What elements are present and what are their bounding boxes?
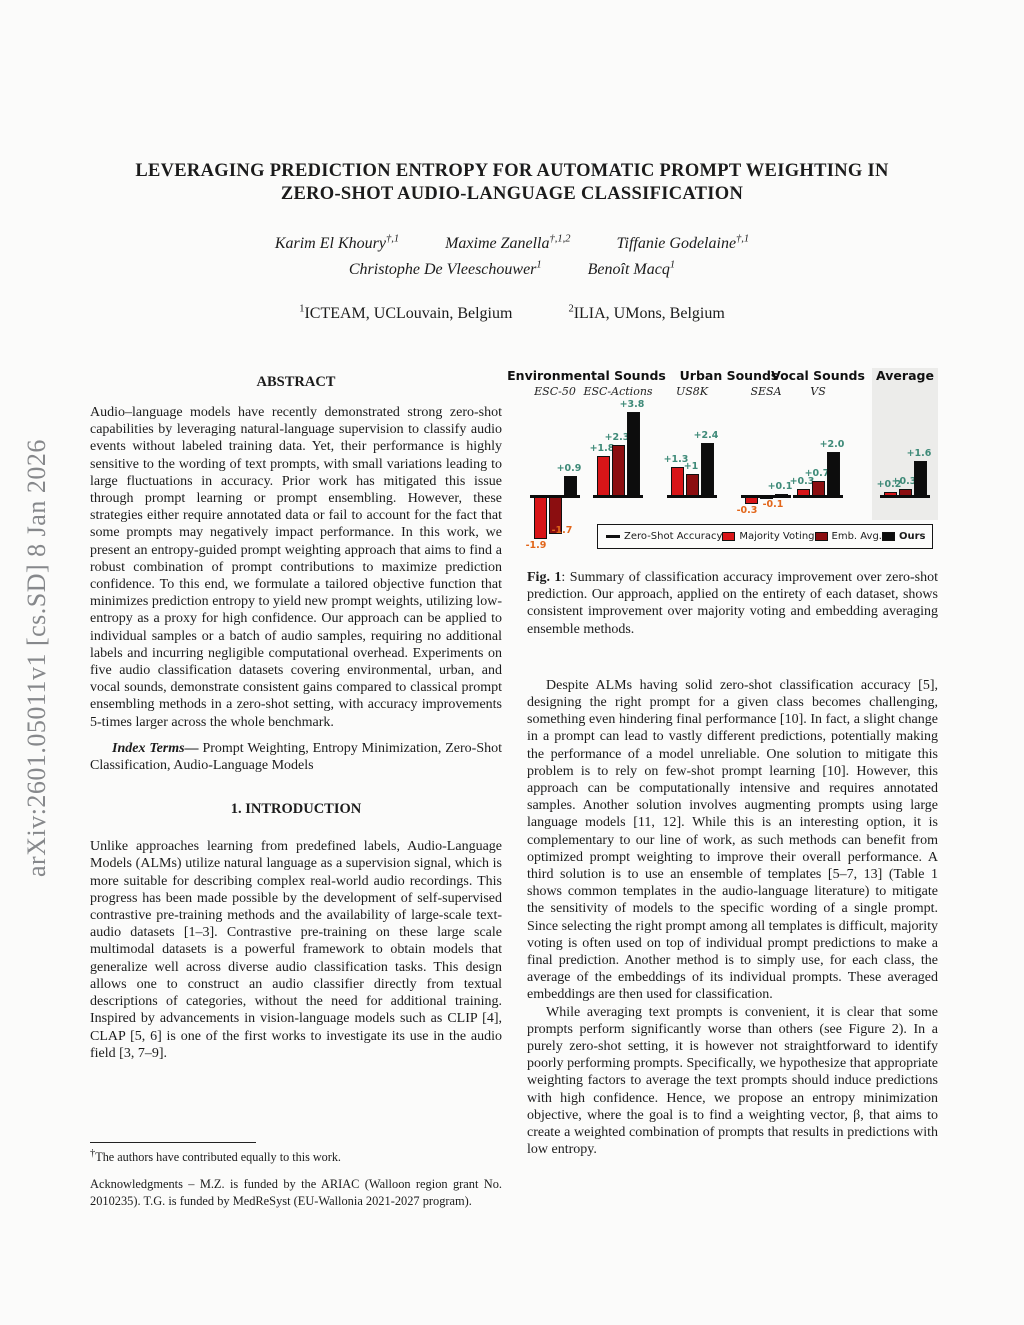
chart-dataset-label: US8K: [675, 385, 709, 398]
authors-row-1: Karim El Khoury†,1 Maxime Zanella†,1,2 T…: [0, 233, 1024, 253]
chart-bar: [811, 480, 825, 496]
chart-dataset-label: VS: [810, 385, 826, 398]
figure-1-caption: Fig. 1: Summary of classification accura…: [527, 570, 938, 637]
chart-bar: [913, 460, 927, 496]
right-column: Environmental Sounds Urban Sounds Vocal So…: [507, 368, 938, 1159]
acknowledgments: Acknowledgments – M.Z. is funded by the …: [90, 1177, 502, 1208]
chart-baseline: [593, 495, 643, 498]
chart-bar: [596, 456, 610, 496]
chart-bar: [700, 443, 714, 496]
figure-caption-label: Fig. 1: [527, 570, 562, 585]
legend-box-swatch: [881, 532, 895, 541]
legend-label: Zero-Shot Accuracy: [624, 531, 723, 542]
chart-value-label: +0.3: [891, 476, 917, 488]
chart-value-label: +1.6: [906, 447, 932, 459]
chart-bar: [670, 467, 684, 496]
author-2: Maxime Zanella†,1,2: [445, 233, 571, 252]
chart-legend: Zero-Shot Accuracy Majority Voting Emb. Av…: [597, 524, 933, 549]
legend-label: Emb. Avg.: [831, 531, 882, 542]
body-paragraph-1: Despite ALMs having solid zero-shot clas…: [527, 677, 938, 1003]
authors-row-2: Christophe De Vleeschouwer1 Benoît Macq1: [0, 259, 1024, 279]
legend-box-swatch: [722, 532, 736, 541]
chart-value-label: -0.1: [762, 499, 784, 510]
chart-bar: [611, 445, 625, 496]
abstract-heading: ABSTRACT: [256, 374, 336, 390]
index-terms: Index Terms— Prompt Weighting, Entropy M…: [90, 740, 502, 774]
chart-baseline: [667, 495, 717, 498]
chart-section-label: Urban Sounds: [679, 368, 779, 383]
legend-item: Zero-Shot Accuracy: [606, 531, 722, 542]
chart-value-label: -1.9: [525, 539, 547, 551]
legend-item: Ours: [881, 531, 926, 542]
author-3: Tiffanie Godelaine†,1: [616, 233, 750, 252]
footnote-rule: [90, 1142, 256, 1143]
chart-bar: [563, 476, 577, 496]
affiliation-2: 2ILIA, UMons, Belgium: [568, 303, 725, 322]
legend-line-swatch: [606, 535, 620, 538]
arxiv-banner: arXiv:2601.05011v1 [cs.SD] 8 Jan 2026: [22, 439, 51, 877]
chart-value-label: +0.9: [556, 463, 582, 475]
author-1: Karim El Khoury†,1: [274, 233, 400, 252]
legend-label: Ours: [898, 531, 926, 542]
introduction-heading: 1. INTRODUCTION: [230, 801, 362, 818]
author-4: Christophe De Vleeschouwer1: [348, 259, 542, 278]
chart-dataset-label: SESA: [750, 385, 782, 398]
chart-value-label: +0.2: [876, 478, 902, 490]
equal-contribution-note: †The authors have contributed equally to…: [90, 1147, 341, 1164]
chart-value-label: +1.8: [589, 443, 615, 455]
chart-baseline: [880, 495, 930, 498]
chart-value-label: +2.3: [604, 432, 630, 444]
chart-section-label: Vocal Sounds: [771, 368, 865, 383]
title-line-1: LEVERAGING PREDICTION ENTROPY FOR AUTOMA…: [135, 161, 889, 181]
abstract-text: Audio–language models have recently demo…: [90, 405, 502, 730]
chart-dataset-label: ESC-Actions: [583, 385, 653, 398]
chart-baseline: [741, 495, 791, 498]
chart-value-label: +0.3: [789, 476, 815, 488]
chart-baseline: [530, 495, 580, 498]
chart-bar: [626, 412, 640, 496]
left-column: ABSTRACT Audio–language models have rece…: [90, 370, 502, 1062]
affiliations: 1ICTEAM, UCLouvain, Belgium 2ILIA, UMons…: [0, 303, 1024, 323]
chart-value-label: +2.0: [819, 439, 845, 450]
chart-dataset-label: ESC-50: [534, 385, 576, 398]
chart-value-label: -1.7: [551, 525, 573, 537]
body-paragraph-2: While averaging text prompts is convenie…: [527, 1004, 938, 1158]
legend-item: Emb. Avg.: [814, 531, 882, 542]
legend-item: Majority Voting: [722, 531, 815, 542]
introduction-text: Unlike approaches learning from predefin…: [90, 839, 502, 1061]
page-title: LEVERAGING PREDICTION ENTROPY FOR AUTOMA…: [60, 160, 964, 206]
figure-1-chart: Environmental Sounds Urban Sounds Vocal So…: [507, 368, 938, 564]
legend-box-swatch: [814, 532, 828, 541]
chart-value-label: +2.4: [693, 430, 719, 442]
chart-value-label: -0.3: [736, 504, 758, 516]
author-5: Benoît Macq1: [587, 259, 676, 278]
chart-bar: [826, 452, 840, 496]
affiliation-1: 1ICTEAM, UCLouvain, Belgium: [299, 303, 513, 322]
chart-value-label: +0.1: [767, 480, 793, 492]
chart-bar: [685, 474, 699, 496]
chart-value-label: +1.3: [663, 454, 689, 466]
chart-value-label: +0.7: [804, 467, 830, 479]
title-line-2: ZERO-SHOT AUDIO-LANGUAGE CLASSIFICATION: [280, 184, 744, 204]
chart-baseline: [793, 495, 843, 498]
legend-label: Majority Voting: [739, 531, 815, 542]
chart-section-label: Environmental Sounds: [507, 368, 666, 383]
chart-value-label: +3.8: [619, 399, 645, 411]
index-terms-label: Index Terms—: [112, 740, 199, 756]
chart-bar: [533, 497, 547, 539]
chart-section-label: Average: [876, 368, 934, 383]
footnote: †The authors have contributed equally to…: [90, 1142, 502, 1209]
chart-value-label: +1: [683, 461, 699, 472]
